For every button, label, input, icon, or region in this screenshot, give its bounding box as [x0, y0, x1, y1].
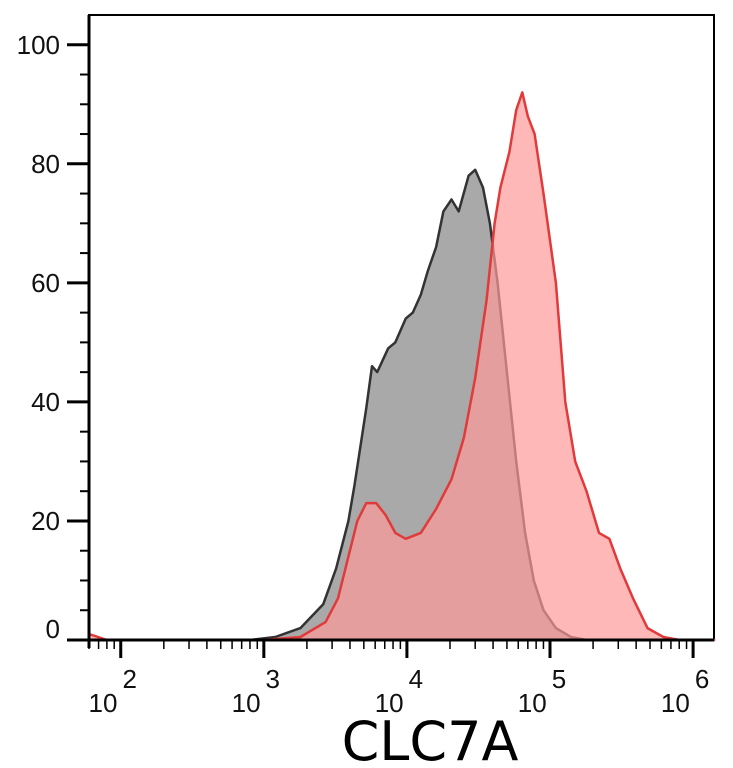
y-tick-label: 20 [31, 506, 60, 536]
x-tick-label: 103 [232, 664, 280, 718]
series-layer [87, 91, 716, 642]
series-area-2 [87, 91, 716, 642]
x-axis: 102 103 104 105 106 [88, 638, 714, 718]
y-tick-label: 60 [31, 268, 60, 298]
x-tick-label: 106 [661, 664, 709, 718]
y-tick-label: 40 [31, 387, 60, 417]
y-tick-label: 80 [31, 149, 60, 179]
x-axis-title: CLC7A [342, 710, 519, 768]
y-axis: 0 20 40 60 80 100 [17, 15, 91, 648]
x-tick-label: 102 [89, 664, 137, 718]
y-tick-label: 100 [17, 30, 60, 60]
x-tick-label: 104 [375, 664, 423, 718]
y-tick-label: 0 [46, 614, 60, 644]
x-tick-label: 105 [518, 664, 566, 718]
